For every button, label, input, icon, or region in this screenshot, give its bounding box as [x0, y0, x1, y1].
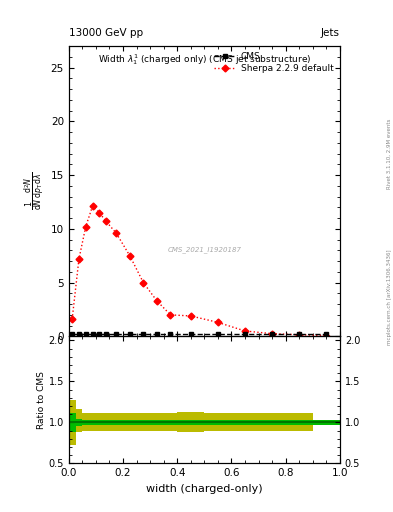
CMS	[104, 331, 108, 337]
Sherpa 2.2.9 default	[270, 331, 274, 337]
Line: CMS: CMS	[70, 332, 329, 337]
CMS	[77, 331, 81, 337]
X-axis label: width (charged-only): width (charged-only)	[146, 484, 263, 494]
Text: mcplots.cern.ch [arXiv:1306.3436]: mcplots.cern.ch [arXiv:1306.3436]	[387, 249, 392, 345]
CMS	[83, 331, 88, 337]
Sherpa 2.2.9 default	[243, 328, 248, 334]
CMS	[97, 331, 102, 337]
CMS	[127, 331, 132, 337]
Text: CMS_2021_I1920187: CMS_2021_I1920187	[167, 246, 241, 252]
Sherpa 2.2.9 default	[154, 298, 159, 304]
CMS	[243, 331, 248, 337]
Sherpa 2.2.9 default	[215, 319, 220, 326]
CMS	[215, 331, 220, 337]
Text: 13000 GeV pp: 13000 GeV pp	[69, 28, 143, 38]
CMS	[270, 331, 274, 337]
CMS	[189, 331, 193, 337]
Sherpa 2.2.9 default	[114, 230, 119, 236]
Line: Sherpa 2.2.9 default: Sherpa 2.2.9 default	[70, 204, 329, 338]
Sherpa 2.2.9 default	[297, 332, 302, 338]
Sherpa 2.2.9 default	[189, 313, 193, 319]
CMS	[168, 331, 173, 337]
CMS	[141, 331, 146, 337]
Sherpa 2.2.9 default	[70, 316, 75, 322]
Sherpa 2.2.9 default	[127, 252, 132, 259]
Legend: CMS, Sherpa 2.2.9 default: CMS, Sherpa 2.2.9 default	[212, 51, 336, 75]
CMS	[297, 331, 302, 337]
CMS	[90, 331, 95, 337]
Sherpa 2.2.9 default	[168, 312, 173, 318]
CMS	[70, 331, 75, 337]
Text: Jets: Jets	[321, 28, 340, 38]
Text: Width $\lambda_1^1$ (charged only) (CMS jet substructure): Width $\lambda_1^1$ (charged only) (CMS …	[98, 52, 311, 67]
Sherpa 2.2.9 default	[77, 256, 81, 262]
Sherpa 2.2.9 default	[324, 332, 329, 338]
Sherpa 2.2.9 default	[141, 280, 146, 286]
Y-axis label: Ratio to CMS: Ratio to CMS	[37, 371, 46, 429]
Sherpa 2.2.9 default	[97, 209, 102, 216]
CMS	[154, 331, 159, 337]
Sherpa 2.2.9 default	[90, 203, 95, 209]
Text: Rivet 3.1.10, 2.9M events: Rivet 3.1.10, 2.9M events	[387, 118, 392, 189]
CMS	[114, 331, 119, 337]
Sherpa 2.2.9 default	[104, 218, 108, 224]
CMS	[324, 331, 329, 337]
Y-axis label: $\frac{1}{\mathrm{d}N}\frac{\mathrm{d}^2 N}{\mathrm{d}p_\mathrm{T}\,\mathrm{d}\l: $\frac{1}{\mathrm{d}N}\frac{\mathrm{d}^2…	[24, 172, 46, 210]
Sherpa 2.2.9 default	[83, 224, 88, 230]
